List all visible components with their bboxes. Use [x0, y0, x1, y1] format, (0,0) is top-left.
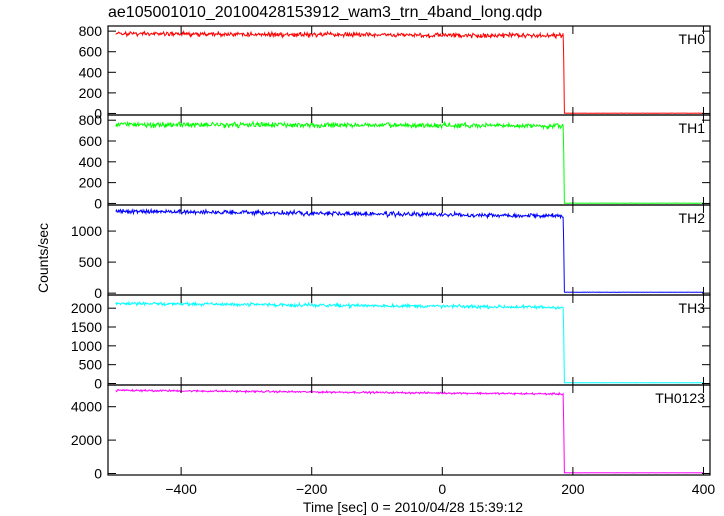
y-tick-label: 200 [79, 85, 103, 101]
y-tick-label: 1500 [71, 319, 102, 335]
data-line-th0123 [115, 388, 704, 474]
series-label-th1: TH1 [679, 120, 706, 136]
panel-frame [107, 294, 711, 386]
y-tick-label: 4000 [71, 399, 102, 415]
y-tick-label: 0 [94, 195, 102, 211]
y-tick-label: 0 [94, 285, 102, 301]
panel-frame [107, 114, 711, 206]
series-label-th2: TH2 [679, 210, 706, 226]
panel-frame [107, 25, 711, 116]
panel-th0123: 0 2000 4000 −400 −200 0 200 400 TH0123 [71, 384, 716, 497]
series-label-th0123: TH0123 [655, 390, 705, 406]
panel-th0: 0 200 400 600 800 TH0 [79, 23, 711, 121]
panel-frame [107, 204, 711, 296]
y-tick-label: 400 [79, 154, 103, 170]
y-tick-label: 600 [79, 133, 103, 149]
y-tick-label: 0 [94, 375, 102, 391]
chart-title: ae105001010_20100428153912_wam3_trn_4ban… [108, 4, 542, 21]
y-tick-label: 1000 [71, 223, 102, 239]
y-tick-label: 600 [79, 44, 103, 60]
y-tick-label: 200 [79, 175, 103, 191]
y-axis-label: Counts/sec [35, 223, 51, 293]
y-tick-label: 800 [79, 23, 103, 39]
y-tick-label: 2000 [71, 300, 102, 316]
panel-th2: 0 500 1000 TH2 [71, 204, 711, 301]
data-line-th2 [115, 207, 704, 293]
y-tick-label: 800 [79, 112, 103, 128]
y-tick-label: 0 [94, 105, 102, 121]
x-tick-label: −200 [296, 481, 328, 497]
y-tick-label: 0 [94, 465, 102, 481]
series-label-th0: TH0 [679, 31, 706, 47]
data-line-th3 [115, 300, 704, 384]
y-tick-label: 500 [79, 357, 103, 373]
y-tick-label: 1000 [71, 338, 102, 354]
x-tick-label: 0 [438, 481, 446, 497]
series-label-th3: TH3 [679, 300, 706, 316]
panel-th3: 0 500 1000 1500 2000 TH3 [71, 294, 711, 391]
x-axis-label: Time [sec] 0 = 2010/04/28 15:39:12 [303, 499, 523, 515]
data-line-th1 [115, 120, 704, 204]
y-tick-label: 400 [79, 64, 103, 80]
x-tick-label: 400 [692, 481, 716, 497]
panels: 0 200 400 600 800 TH0 0 200 400 600 800 TH1 0 500 1000… [71, 23, 716, 497]
panel-frame [107, 384, 711, 476]
panel-th1: 0 200 400 600 800 TH1 [79, 112, 711, 211]
data-line-th0 [115, 29, 704, 114]
x-tick-label: −400 [165, 481, 197, 497]
x-tick-label: 200 [561, 481, 585, 497]
y-tick-label: 500 [79, 254, 103, 270]
y-tick-label: 2000 [71, 432, 102, 448]
